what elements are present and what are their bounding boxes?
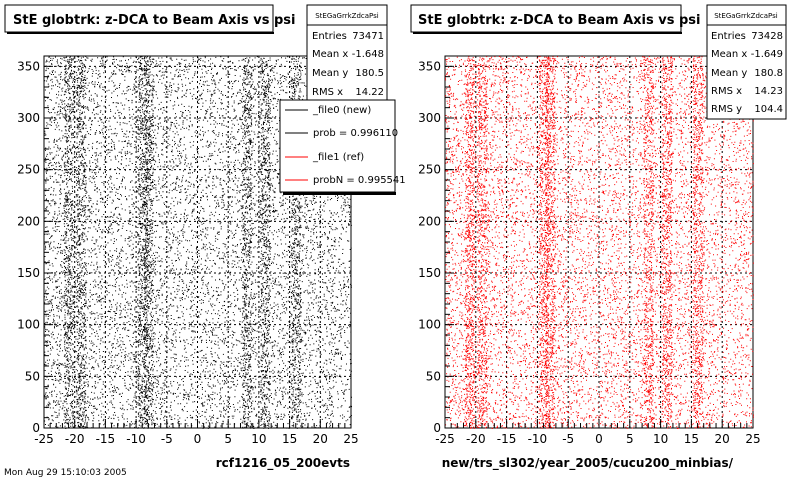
legend-label-1: prob = 0.996110	[313, 128, 398, 139]
left-x-tick-label: -20	[65, 432, 85, 446]
right-stats-meany-value: 180.8	[754, 68, 783, 79]
left-x-ticks: -25 -20 -15 -10 -5 0 5 10 15 20 25	[34, 419, 359, 446]
right-x-tick-label: -15	[497, 432, 517, 446]
right-scatter-points	[445, 56, 754, 429]
left-stats-rmsx-value: 14.22	[355, 87, 384, 98]
left-y-tick-label: 50	[25, 369, 40, 383]
right-title: StE globtrk: z-DCA to Beam Axis vs psi	[418, 13, 701, 28]
right-x-ticks: -25 -20 -15 -10 -5 0 5 10 15 20 25	[435, 419, 761, 446]
right-x-tick-label: -5	[562, 432, 574, 446]
right-x-tick-label: 0	[595, 432, 603, 446]
right-stats-meanx-value: -1.649	[751, 49, 783, 60]
legend-label-2: _file1 (ref)	[312, 152, 364, 163]
left-y-tick-label: 300	[17, 111, 40, 125]
left-x-tick-label: 5	[224, 432, 232, 446]
left-x-tick-label: -15	[96, 432, 116, 446]
right-x-tick-label: 20	[715, 432, 730, 446]
left-title-box	[4, 4, 274, 33]
left-x-tick-label: -10	[126, 432, 146, 446]
right-x-tick-label: 25	[745, 432, 760, 446]
left-stats-meanx-value: -1.648	[352, 49, 384, 60]
left-y-tick-label: 100	[17, 318, 40, 332]
right-y-tick-label: 0	[433, 421, 441, 435]
right-x-tick-label: 15	[684, 432, 699, 446]
right-y-tick-label: 50	[426, 369, 441, 383]
left-title: StE globtrk: z-DCA to Beam Axis vs psi	[13, 13, 296, 28]
right-scatter-marks	[445, 56, 754, 429]
right-y-ticks: 0 50 100 150 200 250 300 350	[418, 55, 454, 435]
right-stats-entries-label: Entries	[711, 31, 746, 42]
right-stats-rmsy-value: 104.4	[754, 104, 783, 115]
left-x-tick-label: -5	[161, 432, 173, 446]
left-x-tick-label: 20	[313, 432, 328, 446]
right-y-tick-label: 100	[418, 318, 441, 332]
left-title-shadow	[7, 32, 274, 34]
right-stats-entries-value: 73428	[751, 31, 783, 42]
right-y-tick-label: 250	[418, 163, 441, 177]
right-stats-meany-label: Mean y	[711, 68, 747, 79]
left-y-tick-label: 350	[17, 59, 40, 73]
left-panel: StE globtrk: z-DCA to Beam Axis vs psi -…	[4, 4, 406, 471]
left-y-tick-label: 150	[17, 266, 40, 280]
right-y-tick-label: 350	[418, 59, 441, 73]
right-stats-rmsx-label: RMS x	[711, 86, 742, 97]
footer-timestamp: Mon Aug 29 15:10:03 2005	[4, 468, 127, 478]
left-stats-meany-label: Mean y	[312, 68, 348, 79]
right-x-tick-label: -20	[466, 432, 486, 446]
left-x-tick-label: 0	[194, 432, 202, 446]
left-y-tick-label: 200	[17, 214, 40, 228]
right-x-tick-label: 10	[653, 432, 668, 446]
legend-label-3: probN = 0.995541	[313, 175, 406, 186]
left-x-axis-label: rcf1216_05_200evts	[216, 456, 350, 471]
left-stats-box: StEGaGrrkZdcaPsi Entries 73471 Mean x -1…	[306, 4, 388, 102]
right-y-tick-label: 300	[418, 111, 441, 125]
right-stats-box: StEGaGrrkZdcaPsi Entries 73428 Mean x -1…	[706, 4, 787, 120]
left-stats-name: StEGaGrrkZdcaPsi	[315, 12, 379, 20]
left-stats-rmsx-label: RMS x	[312, 87, 343, 98]
legend-box: _file0 (new) prob = 0.996110 _file1 (ref…	[279, 99, 406, 195]
right-x-tick-label: 5	[626, 432, 634, 446]
legend-label-0: _file0 (new)	[312, 105, 371, 116]
right-y-tick-label: 200	[418, 214, 441, 228]
left-x-tick-label: -25	[34, 432, 54, 446]
left-stats-entries-value: 73471	[352, 31, 384, 42]
right-title-box	[410, 4, 682, 33]
right-stats-rmsy-label: RMS y	[711, 104, 742, 115]
left-x-tick-label: 25	[343, 432, 358, 446]
right-stats-name: StEGaGrrkZdcaPsi	[714, 12, 778, 20]
right-title-shadow	[413, 32, 682, 34]
right-x-axis-label: new/trs_sl302/year_2005/cucu200_minbias/	[442, 456, 734, 471]
right-panel: StE globtrk: z-DCA to Beam Axis vs psi -…	[410, 4, 787, 471]
right-x-tick-label: -25	[435, 432, 455, 446]
right-stats-meanx-label: Mean x	[711, 49, 747, 60]
left-stats-meany-value: 180.5	[355, 68, 384, 79]
right-x-tick-label: -10	[528, 432, 548, 446]
left-y-tick-label: 250	[17, 163, 40, 177]
left-x-tick-label: 10	[251, 432, 266, 446]
left-stats-entries-label: Entries	[312, 31, 347, 42]
left-x-tick-label: 15	[282, 432, 297, 446]
left-stats-meanx-label: Mean x	[312, 49, 348, 60]
right-y-tick-label: 150	[418, 266, 441, 280]
left-y-tick-label: 0	[32, 421, 40, 435]
right-stats-rmsx-value: 14.23	[754, 86, 783, 97]
left-y-ticks: 0 50 100 150 200 250 300 350	[17, 55, 53, 435]
